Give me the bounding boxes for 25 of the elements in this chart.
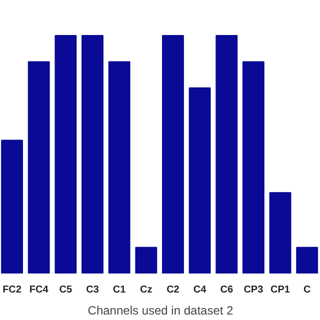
bar (216, 35, 238, 274)
bar (242, 61, 264, 274)
x-tick-label: C3 (86, 284, 100, 296)
x-tick-label: C (303, 284, 311, 296)
x-tick-label: C1 (112, 284, 126, 296)
x-tick-label: C2 (166, 284, 180, 296)
x-tick-label: C6 (220, 284, 234, 296)
x-tick-label: C4 (193, 284, 207, 296)
bar (28, 61, 50, 274)
x-tick-label: C5 (59, 284, 73, 296)
x-tick-label: CP3 (244, 284, 264, 296)
bar (296, 246, 318, 274)
bar (269, 192, 292, 274)
x-tick-label: FC2 (2, 284, 22, 296)
bar (188, 87, 211, 274)
x-axis-title: Channels used in dataset 2 (88, 304, 234, 318)
bar (162, 35, 184, 274)
bar (82, 35, 104, 274)
x-tick-label: FC4 (29, 284, 49, 296)
x-tick-label: Cz (140, 284, 152, 296)
bar (135, 246, 158, 274)
bar (54, 35, 77, 274)
bar (1, 140, 23, 274)
x-tick-label: CP1 (270, 284, 290, 296)
bar (108, 61, 130, 274)
